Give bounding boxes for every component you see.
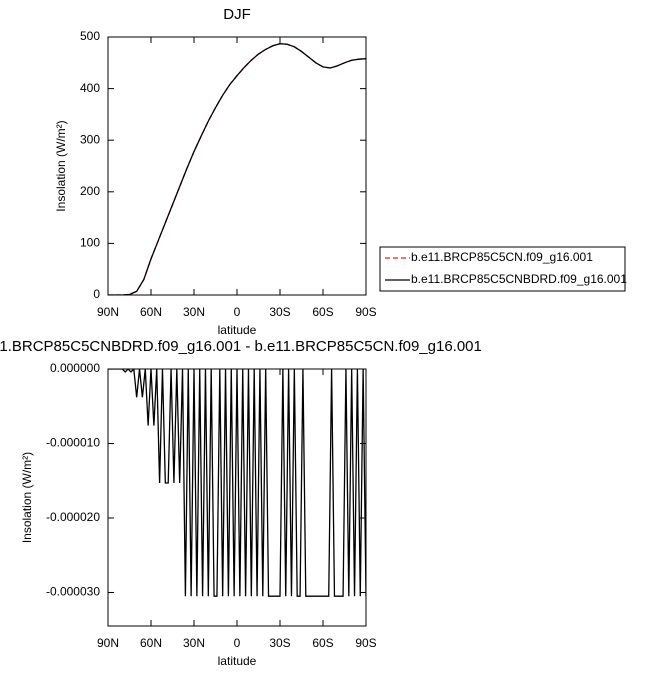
y-tick-label: -0.000020 [46, 510, 100, 524]
y-tick-label: 300 [80, 132, 100, 146]
data-line [108, 43, 366, 295]
x-axis-label: latitude [218, 323, 257, 337]
x-tick-label: 90N [97, 305, 119, 319]
y-tick-label: -0.000030 [46, 585, 100, 599]
data-line [108, 43, 366, 295]
chart-title: 11.BRCP85C5CNBDRD.f09_g16.001 - b.e11.BR… [0, 338, 482, 355]
plot-frame [107, 36, 367, 296]
chart-title: DJF [223, 6, 251, 23]
x-tick-label: 60S [312, 636, 333, 650]
legend-label: b.e11.BRCP85C5CNBDRD.f09_g16.001 [411, 272, 627, 286]
x-tick-label: 30N [183, 636, 205, 650]
x-axis-label: latitude [218, 654, 257, 668]
legend-label: b.e11.BRCP85C5CN.f09_g16.001 [411, 250, 593, 264]
x-tick-label: 0 [234, 305, 241, 319]
x-tick-label: 30N [183, 305, 205, 319]
x-tick-label: 60N [140, 636, 162, 650]
x-tick-label: 30S [269, 636, 290, 650]
y-tick-label: 500 [80, 29, 100, 43]
y-tick-label: 0 [93, 287, 100, 301]
y-axis-label: Insolation (W/m²) [20, 452, 34, 543]
y-tick-label: 0.000000 [50, 361, 100, 375]
x-tick-label: 60N [140, 305, 162, 319]
x-tick-label: 0 [234, 636, 241, 650]
y-tick-label: -0.000010 [46, 436, 100, 450]
x-tick-label: 90S [355, 305, 376, 319]
y-tick-label: 400 [80, 81, 100, 95]
y-axis-label: Insolation (W/m²) [54, 120, 68, 211]
x-tick-label: 60S [312, 305, 333, 319]
x-tick-label: 30S [269, 305, 290, 319]
plot-frame [107, 368, 367, 627]
x-tick-label: 90S [355, 636, 376, 650]
legend-box [379, 246, 626, 292]
y-tick-label: 200 [80, 184, 100, 198]
x-tick-label: 90N [97, 636, 119, 650]
data-line [108, 369, 366, 597]
y-tick-label: 100 [80, 236, 100, 250]
